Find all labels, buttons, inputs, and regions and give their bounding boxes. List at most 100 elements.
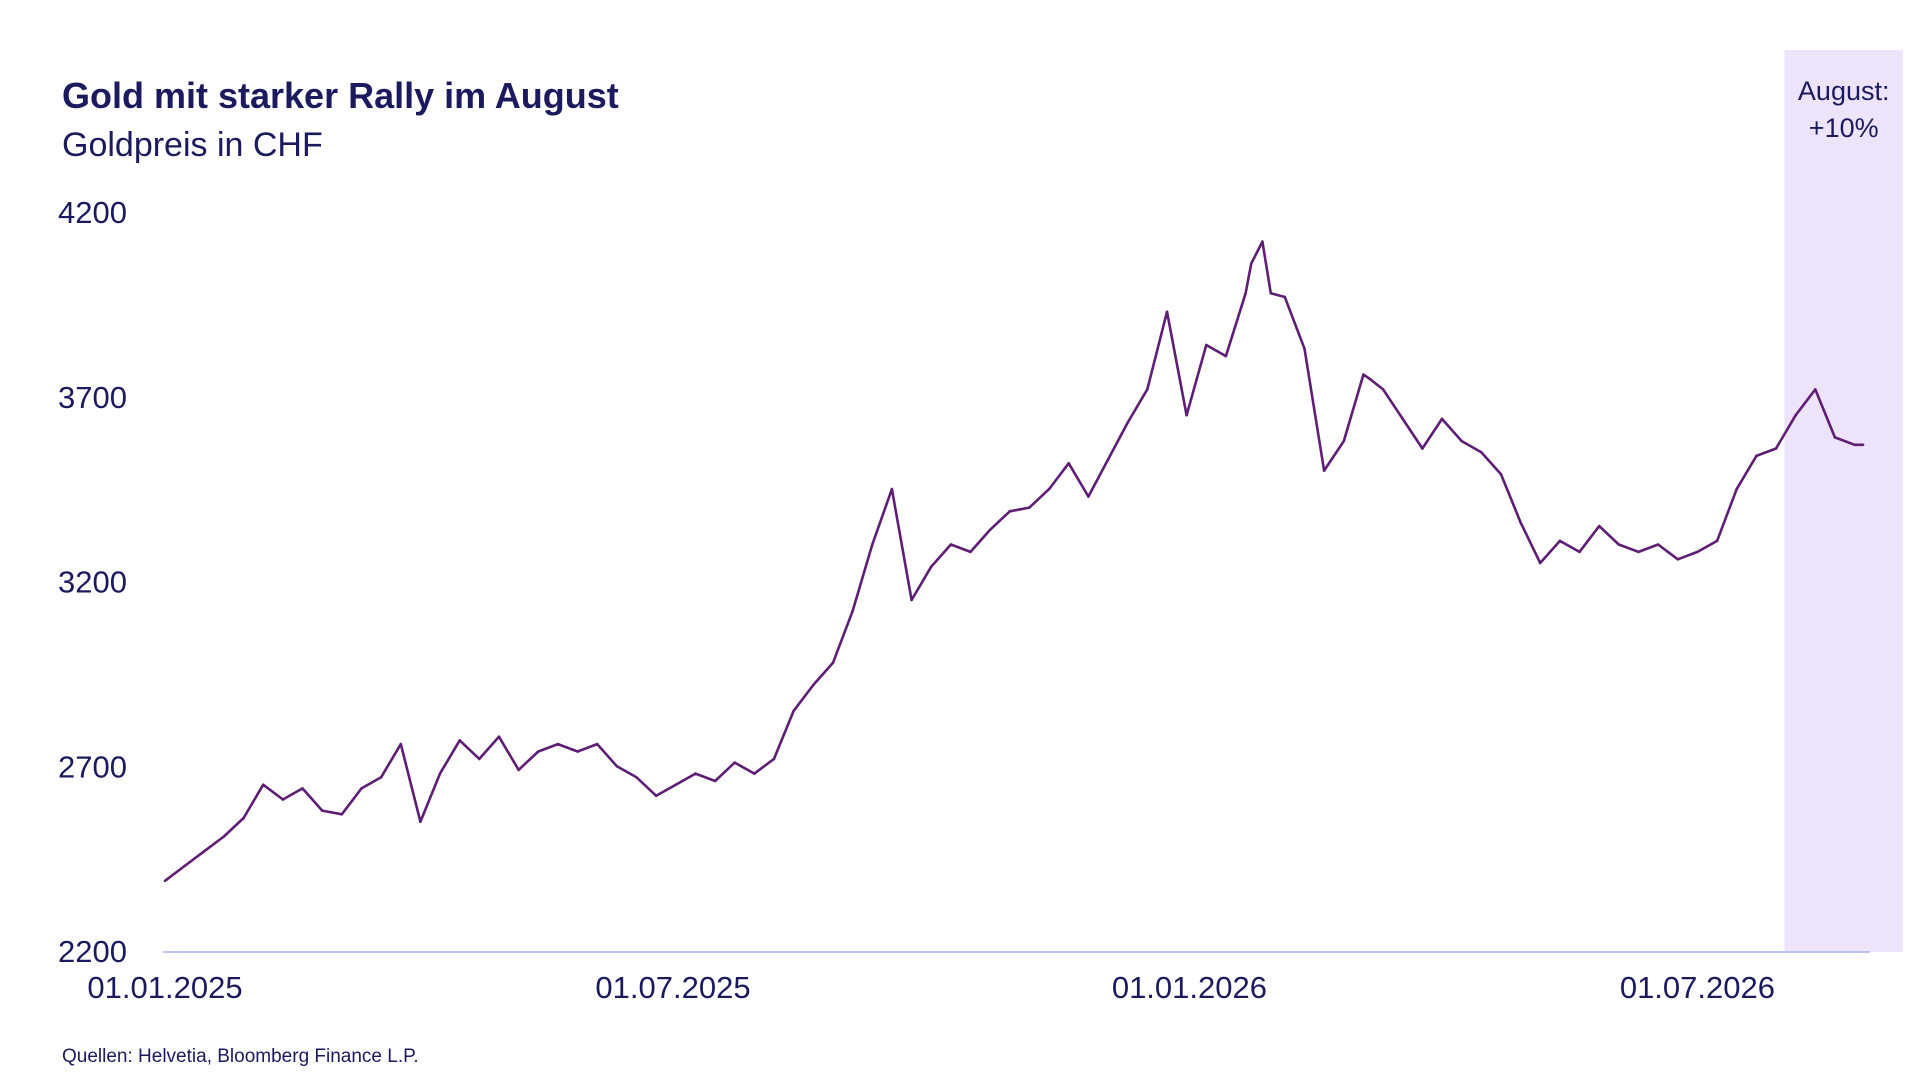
- august-highlight-band: [1784, 50, 1903, 952]
- data-point: [261, 783, 265, 786]
- data-point: [792, 709, 795, 713]
- data-point: [1735, 487, 1738, 491]
- data-point: [654, 794, 658, 798]
- data-point: [1853, 443, 1856, 447]
- y-tick-label: 2700: [58, 749, 127, 784]
- data-point: [203, 849, 206, 853]
- data-point: [1067, 462, 1070, 465]
- data-point: [635, 776, 638, 779]
- data-point: [301, 787, 304, 790]
- x-tick-label: 01.07.2025: [595, 970, 750, 1005]
- data-point: [772, 757, 776, 761]
- data-point: [1755, 454, 1758, 458]
- data-point: [871, 543, 874, 546]
- data-point: [1047, 487, 1051, 491]
- data-point: [379, 776, 383, 779]
- data-point: [438, 772, 442, 775]
- data-point: [1401, 417, 1404, 421]
- data-point: [1538, 561, 1542, 565]
- data-point: [1008, 510, 1012, 513]
- data-point: [1696, 550, 1699, 554]
- data-point: [360, 787, 363, 790]
- data-point: [497, 735, 501, 738]
- data-point: [910, 598, 913, 602]
- data-point: [1261, 240, 1264, 243]
- y-tick-label: 4200: [58, 195, 127, 230]
- data-point: [458, 739, 462, 742]
- y-tick-label: 3200: [58, 565, 127, 600]
- y-axis: 4200 3700 3200 2700 2200: [58, 195, 127, 969]
- data-point: [1519, 521, 1522, 524]
- data-point: [419, 820, 422, 823]
- data-point: [1794, 413, 1797, 417]
- data-point: [1558, 539, 1562, 543]
- data-point: [183, 864, 186, 868]
- data-point: [1146, 388, 1149, 391]
- data-point: [320, 809, 324, 812]
- data-point: [1362, 373, 1365, 376]
- data-point: [1833, 436, 1837, 439]
- highlight-label-line1: August:: [1798, 76, 1890, 106]
- data-point: [1126, 421, 1129, 424]
- x-tick-label: 01.07.2026: [1620, 970, 1775, 1005]
- data-point: [1480, 450, 1483, 454]
- data-point: [1814, 388, 1817, 391]
- data-point: [1087, 495, 1090, 498]
- data-point: [969, 550, 972, 554]
- data-point: [694, 772, 697, 775]
- data-point: [1283, 295, 1287, 299]
- data-point: [929, 565, 933, 568]
- data-point: [831, 661, 835, 665]
- data-point: [1028, 506, 1031, 509]
- data-point: [1637, 550, 1640, 554]
- data-point: [1381, 388, 1385, 391]
- data-point: [1421, 447, 1424, 450]
- data-point: [674, 783, 678, 786]
- data-point: [1578, 550, 1581, 554]
- data-point: [1224, 354, 1228, 358]
- chart-subtitle: Goldpreis in CHF: [62, 126, 323, 164]
- data-point: [1676, 558, 1680, 561]
- data-point: [812, 683, 815, 687]
- data-point: [281, 798, 285, 801]
- data-point: [1499, 473, 1503, 476]
- data-point: [1269, 292, 1273, 295]
- chart-title: Gold mit starker Rally im August: [62, 75, 619, 116]
- y-tick-label: 3700: [58, 380, 127, 415]
- data-point: [478, 757, 481, 761]
- data-point: [1440, 417, 1444, 421]
- data-point: [576, 750, 579, 753]
- data-point: [890, 487, 894, 491]
- x-tick-label: 01.01.2025: [87, 970, 242, 1005]
- highlight-label-line2: +10%: [1809, 113, 1879, 143]
- data-point: [1367, 377, 1371, 380]
- data-point: [1715, 539, 1719, 543]
- data-point: [733, 761, 736, 764]
- data-point: [851, 609, 854, 613]
- data-point: [517, 768, 520, 772]
- y-tick-label: 2200: [58, 934, 127, 969]
- data-point: [1165, 310, 1169, 314]
- data-point: [1597, 524, 1601, 528]
- series-line-gold-price: [164, 240, 1863, 882]
- data-point: [537, 750, 540, 753]
- data-point: [222, 835, 226, 838]
- data-point: [1249, 262, 1253, 266]
- data-point: [1460, 439, 1463, 443]
- data-point: [949, 543, 953, 546]
- data-point: [1342, 439, 1346, 443]
- data-point: [1861, 443, 1865, 447]
- data-point: [340, 813, 344, 816]
- data-point: [1774, 447, 1778, 450]
- data-point: [163, 879, 167, 883]
- source-note: Quellen: Helvetia, Bloomberg Finance L.P…: [62, 1046, 419, 1067]
- data-point: [988, 528, 992, 532]
- data-point: [556, 742, 560, 746]
- data-point: [713, 779, 717, 783]
- data-point: [595, 742, 599, 746]
- data-point: [399, 742, 403, 746]
- data-point: [1617, 543, 1621, 546]
- series-layer: [163, 240, 1865, 883]
- data-point: [1244, 292, 1247, 295]
